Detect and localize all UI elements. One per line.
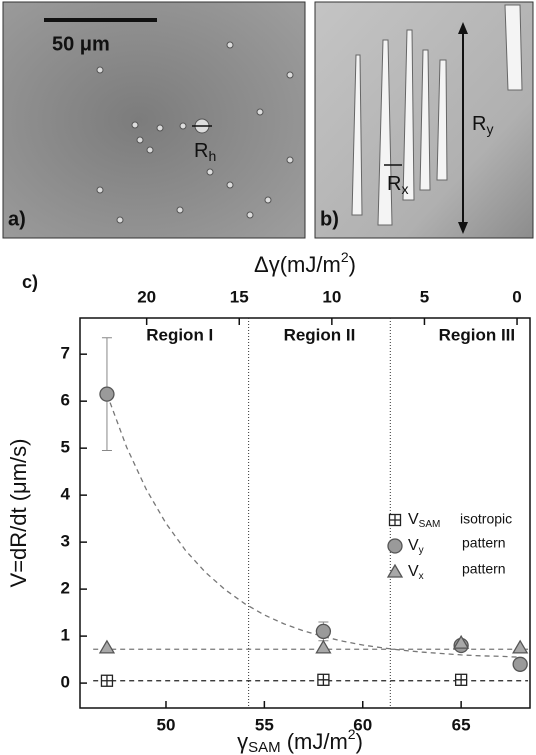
legend-sub: SAM xyxy=(419,519,441,530)
y-tick-label: 7 xyxy=(61,344,70,363)
micrograph-a: 50 μm Rh a) xyxy=(2,1,306,239)
annotation-sub: h xyxy=(208,148,216,164)
x2-tick-label: 10 xyxy=(322,287,341,306)
legend-name: V xyxy=(408,563,419,580)
x2-tick-label: 0 xyxy=(512,287,521,306)
annotation-main: R xyxy=(194,140,208,162)
x-axis-label: γSAM (mJ/m2) xyxy=(237,726,363,755)
y-tick-label: 6 xyxy=(61,391,70,410)
label-sup: 2 xyxy=(348,726,356,742)
marker xyxy=(512,639,529,654)
annotation-y: Ry xyxy=(472,113,493,136)
legend-desc: pattern xyxy=(462,535,506,551)
legend-entry: Vx pattern xyxy=(386,561,506,582)
label-sup: 2 xyxy=(341,249,349,265)
panel-label: b) xyxy=(320,208,339,230)
region-label: Region I xyxy=(146,325,213,344)
marker xyxy=(387,538,403,554)
legend-name: V xyxy=(408,537,419,554)
marker xyxy=(453,634,470,649)
annotation-sub: x xyxy=(401,181,408,197)
x-tick-label: 50 xyxy=(157,715,176,734)
marker xyxy=(315,639,332,654)
marker xyxy=(100,674,114,687)
marker xyxy=(454,673,468,686)
marker xyxy=(99,386,115,402)
x2-axis-label: Δγ(mJ/m2) xyxy=(254,249,356,277)
legend-desc: isotropic xyxy=(460,511,512,527)
marker-cross xyxy=(455,674,467,686)
x-tick-label: 65 xyxy=(452,715,471,734)
legend-sub: y xyxy=(419,545,424,556)
x2-tick-label: 5 xyxy=(420,287,429,306)
micrograph-b: Ry Rx b) xyxy=(314,1,534,239)
marker xyxy=(98,639,116,654)
x2-tick-label: 20 xyxy=(137,287,156,306)
marker-cross xyxy=(101,675,113,687)
label-part: (mJ/m xyxy=(281,729,348,754)
annotation: Rh xyxy=(194,140,216,163)
annotation-main: R xyxy=(387,173,401,195)
legend-name: V xyxy=(408,511,419,528)
plot-frame xyxy=(79,317,531,709)
marker xyxy=(512,656,528,672)
marker-cross xyxy=(389,514,401,526)
region-label: Region III xyxy=(439,325,516,344)
x2-tick-label: 15 xyxy=(230,287,249,306)
y-tick-label: 5 xyxy=(61,438,70,457)
legend-label: Vx xyxy=(408,563,424,581)
scale-bar-label: 50 μm xyxy=(52,33,110,55)
legend-desc: pattern xyxy=(462,561,506,577)
label-part: Δγ(mJ/m xyxy=(254,252,341,277)
marker xyxy=(315,623,332,640)
annotation-main: R xyxy=(472,113,486,135)
label-part: γ xyxy=(237,729,248,754)
label-part: ) xyxy=(356,729,363,754)
fit-line xyxy=(106,393,521,658)
x-tick-label: 60 xyxy=(353,715,372,734)
y-tick-label: 4 xyxy=(61,485,71,504)
y-tick-label: 1 xyxy=(61,626,70,645)
y-tick-label: 2 xyxy=(61,579,70,598)
legend-sub: x xyxy=(419,571,424,582)
marker xyxy=(317,673,330,686)
panel-label: c) xyxy=(22,272,38,292)
x-tick-label: 55 xyxy=(255,715,274,734)
legend-label: VSAM xyxy=(408,511,440,529)
y-axis-label: V=dR/dt (μm/s) xyxy=(6,439,31,588)
annotation-x: Rx xyxy=(387,173,408,196)
marker xyxy=(388,513,402,527)
y-tick-label: 0 xyxy=(61,673,70,692)
legend-entry: Vy pattern xyxy=(387,535,506,556)
label-sub: SAM xyxy=(248,739,281,755)
marker xyxy=(386,563,404,578)
annotation-sub: y xyxy=(486,121,493,137)
label-part: ) xyxy=(349,252,356,277)
legend-entry: VSAM isotropic xyxy=(388,511,512,530)
panel-label: a) xyxy=(8,208,26,230)
region-label: Region II xyxy=(284,325,356,344)
y-tick-label: 3 xyxy=(61,532,70,551)
marker-cross xyxy=(317,674,329,686)
legend-label: Vy xyxy=(408,537,424,555)
